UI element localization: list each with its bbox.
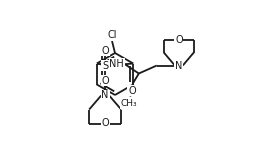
Text: CH₃: CH₃ — [121, 99, 138, 108]
Text: O: O — [128, 85, 136, 95]
Text: NH: NH — [109, 59, 124, 69]
Text: O: O — [175, 34, 183, 45]
Text: O: O — [101, 45, 109, 55]
Text: O: O — [101, 118, 109, 128]
Text: S: S — [102, 61, 108, 71]
Text: O: O — [101, 75, 109, 85]
Text: Cl: Cl — [107, 30, 117, 40]
Text: N: N — [175, 61, 182, 71]
Text: N: N — [101, 91, 109, 101]
